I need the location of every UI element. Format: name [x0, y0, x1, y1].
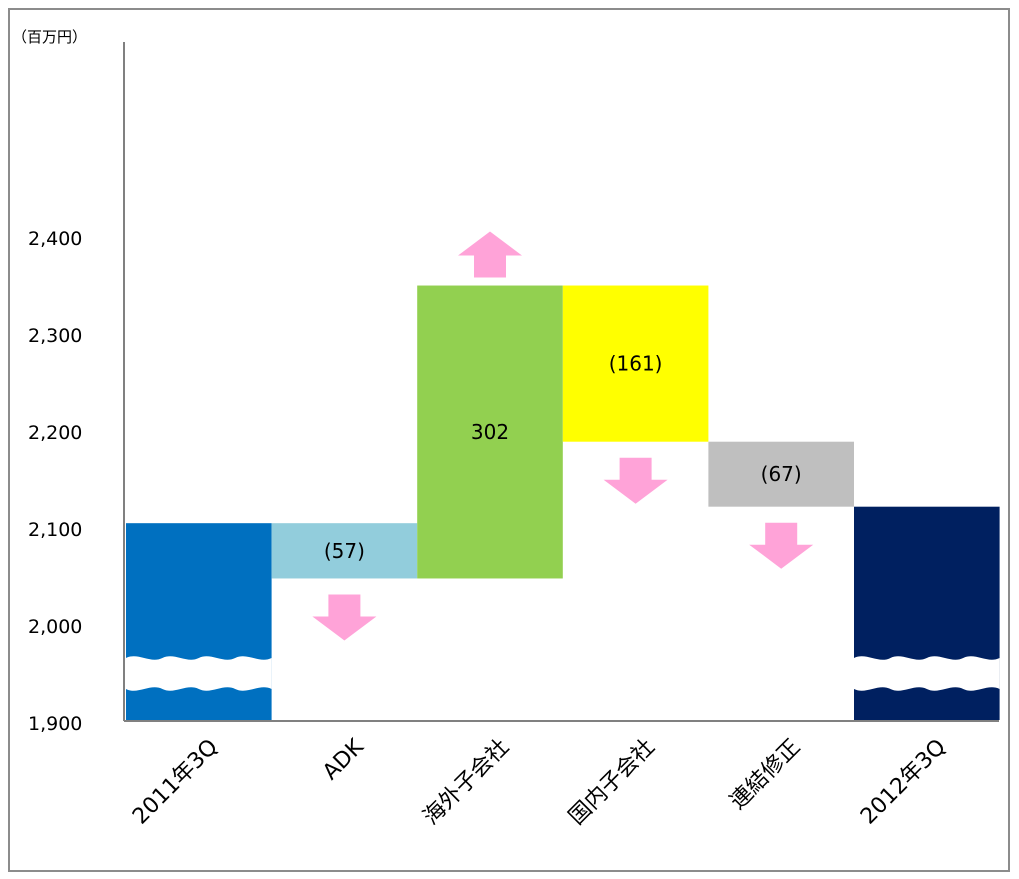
- unit-label: （百万円）: [12, 28, 87, 46]
- axis-break-band: [126, 656, 272, 691]
- y-tick-label: 2,000: [28, 616, 82, 638]
- bar-value-label: (161): [609, 352, 663, 376]
- bar-value-label: (67): [761, 462, 802, 486]
- delta-bar: [708, 441, 854, 507]
- bar-value-label: (57): [324, 539, 365, 563]
- axis-break-band: [854, 656, 1000, 691]
- delta-bar: [417, 285, 563, 579]
- bar-value-label: 302: [471, 420, 509, 444]
- y-tick-label: 2,400: [28, 228, 82, 250]
- delta-bar: [271, 523, 418, 579]
- y-tick-label: 2,300: [28, 325, 82, 347]
- delta-bar: [562, 285, 709, 442]
- decrease-arrow-icon: [312, 594, 377, 641]
- increase-arrow-icon: [458, 231, 522, 278]
- decrease-arrow-icon: [603, 457, 668, 504]
- y-tick-label: 2,200: [28, 422, 82, 444]
- decrease-arrow-icon: [749, 522, 814, 569]
- total-bar: [126, 523, 272, 720]
- y-tick-label: 1,900: [28, 713, 82, 735]
- y-tick-label: 2,100: [28, 519, 82, 541]
